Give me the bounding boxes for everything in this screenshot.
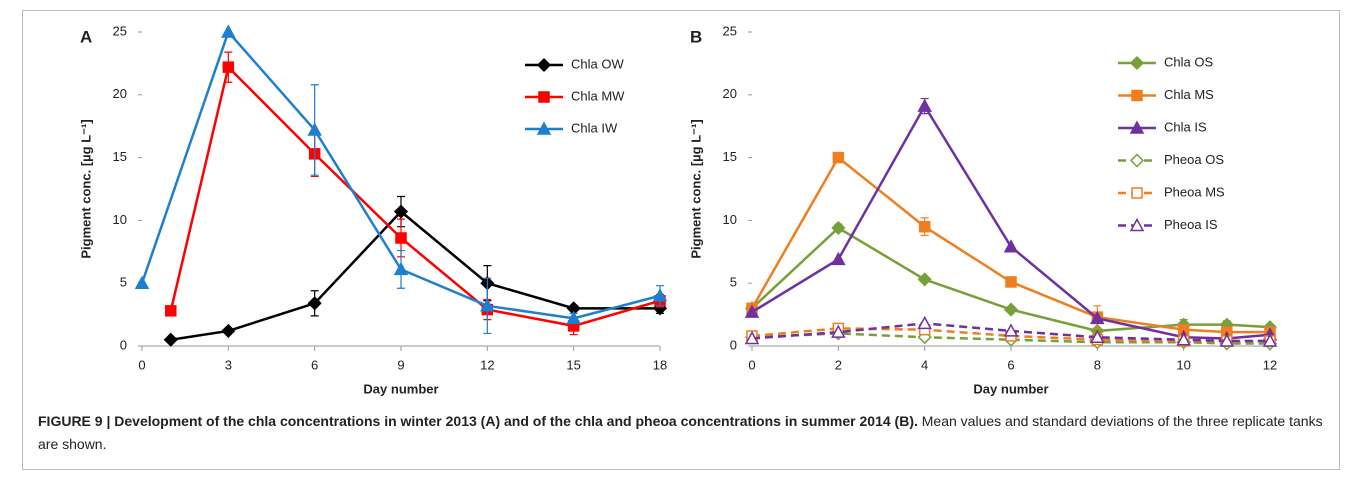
marker — [1262, 333, 1278, 347]
x-tick-label: 15 — [566, 357, 580, 372]
marker — [744, 304, 760, 318]
x-tick-label: 9 — [397, 357, 404, 372]
x-tick-label: 6 — [311, 357, 318, 372]
x-tick-label: 2 — [835, 357, 842, 372]
y-tick-label: 25 — [113, 23, 127, 38]
legend-label: Pheoa MS — [1164, 184, 1225, 199]
y-axis-title: Pigment conc. [µg L⁻¹] — [688, 119, 703, 258]
series-line — [751, 103, 1271, 340]
marker — [832, 151, 845, 164]
x-axis-title: Day number — [973, 381, 1048, 396]
marker — [480, 298, 495, 312]
y-tick-label: 15 — [113, 149, 127, 164]
legend-label: Pheoa OS — [1164, 152, 1224, 167]
caption: FIGURE 9 | Development of the chla conce… — [38, 410, 1328, 456]
y-tick-label: 0 — [730, 337, 737, 352]
marker — [307, 296, 322, 311]
y-tick-label: 10 — [723, 212, 737, 227]
series-line — [751, 226, 1271, 333]
series-line — [751, 332, 1270, 345]
series-line — [751, 322, 1270, 343]
marker — [221, 24, 236, 38]
legend-marker — [1129, 55, 1145, 71]
marker — [221, 323, 236, 338]
legend-marker — [536, 121, 552, 135]
legend-marker — [1131, 89, 1143, 102]
x-tick-label: 8 — [1094, 357, 1101, 372]
marker — [918, 220, 931, 233]
marker — [831, 324, 846, 338]
marker — [1090, 310, 1105, 325]
marker — [917, 315, 932, 330]
marker — [307, 122, 322, 136]
marker — [831, 220, 846, 235]
marker — [566, 310, 581, 325]
marker — [831, 251, 846, 266]
x-tick-label: 4 — [921, 357, 928, 372]
marker — [1003, 302, 1019, 317]
legend-marker — [1129, 217, 1145, 232]
legend-label: Chla OS — [1164, 54, 1213, 69]
marker — [165, 305, 177, 317]
y-tick-label: 10 — [113, 212, 127, 227]
y-tick-label: 5 — [730, 275, 737, 290]
marker — [1003, 239, 1019, 253]
legend-marker — [1131, 187, 1143, 199]
x-tick-label: 18 — [653, 357, 667, 372]
marker — [134, 275, 150, 289]
y-tick-label: 15 — [723, 149, 737, 164]
caption-text: Mean values and standard deviations of t… — [38, 413, 1323, 452]
y-tick-label: 20 — [113, 86, 127, 101]
marker — [1219, 333, 1235, 347]
y-axis-title: Pigment conc. [µg L⁻¹] — [78, 119, 93, 258]
y-tick-label: 5 — [120, 275, 127, 290]
marker — [222, 61, 235, 73]
x-tick-label: 0 — [748, 357, 755, 372]
legend-marker — [1129, 153, 1145, 168]
y-tick-label: 25 — [723, 23, 737, 38]
marker — [395, 232, 407, 244]
x-tick-label: 12 — [480, 357, 494, 372]
marker — [917, 272, 932, 287]
legend-label: Chla MW — [571, 88, 625, 103]
legend-marker — [1129, 120, 1145, 134]
x-tick-label: 0 — [138, 357, 145, 372]
legend-label: Chla IW — [571, 120, 618, 135]
legend-label: Chla MS — [1164, 87, 1214, 102]
marker — [1090, 329, 1105, 343]
marker — [1176, 332, 1191, 346]
legend-marker — [536, 57, 552, 73]
marker — [917, 98, 932, 112]
series-line — [750, 155, 1270, 334]
legend-label: Chla OW — [571, 56, 624, 71]
x-tick-label: 3 — [225, 357, 232, 372]
marker — [163, 332, 178, 347]
legend-label: Chla IS — [1164, 119, 1207, 134]
legend-label: Pheoa IS — [1164, 217, 1218, 232]
marker — [393, 261, 409, 276]
x-axis-title: Day number — [363, 381, 438, 396]
caption-bold: FIGURE 9 | Development of the chla conce… — [38, 413, 918, 429]
marker — [1005, 276, 1017, 288]
y-tick-label: 0 — [120, 337, 127, 352]
marker — [393, 204, 409, 219]
y-tick-label: 20 — [723, 86, 737, 101]
x-tick-label: 6 — [1007, 357, 1014, 372]
legend-marker — [538, 91, 550, 103]
panel-label: B — [690, 27, 702, 46]
x-tick-label: 10 — [1176, 357, 1190, 372]
marker — [744, 330, 760, 345]
marker — [652, 288, 668, 302]
panel-label: A — [80, 27, 92, 46]
series-line — [169, 64, 661, 328]
marker — [1003, 323, 1019, 337]
figure-frame — [22, 10, 1340, 470]
x-tick-label: 12 — [1263, 357, 1277, 372]
